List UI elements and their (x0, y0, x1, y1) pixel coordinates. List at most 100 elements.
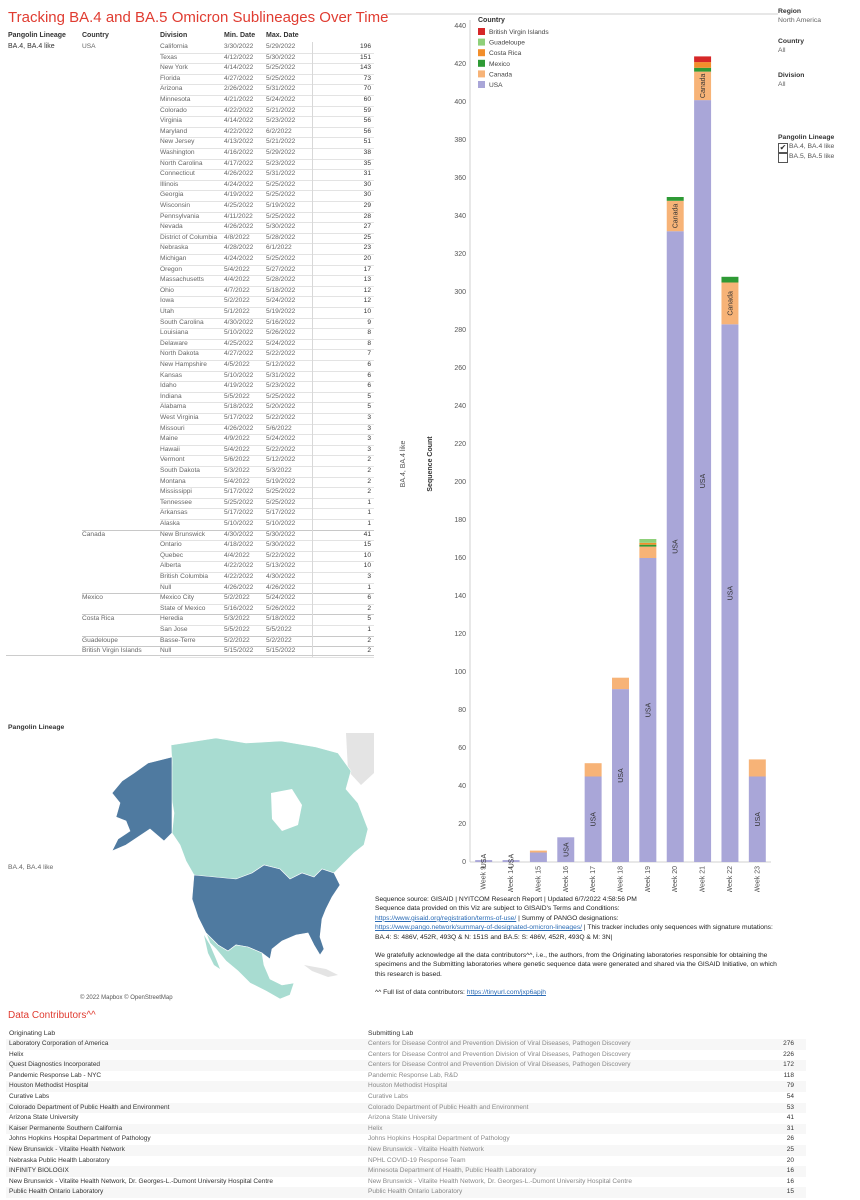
contributor-row[interactable]: Houston Methodist Hospital Houston Method… (6, 1081, 806, 1092)
country-filter-value[interactable]: All (778, 47, 786, 54)
table-bottom-divider (6, 655, 374, 656)
table-row[interactable]: Colorado 4/22/2022 5/21/2022 59 (6, 105, 374, 117)
contributor-row[interactable]: New Brunswick - Vitalite Health Network N… (6, 1145, 806, 1156)
table-row[interactable]: Kansas 5/10/2022 5/31/2022 6 (6, 370, 374, 382)
table-row[interactable]: West Virginia 5/17/2022 5/22/2022 3 (6, 413, 374, 424)
division-cell: Colorado (160, 106, 187, 114)
table-row[interactable]: Vermont 5/6/2022 5/12/2022 2 (6, 455, 374, 466)
table-row[interactable]: Virginia 4/14/2022 5/23/2022 56 (6, 116, 374, 127)
table-row[interactable]: Delaware 4/25/2022 5/24/2022 8 (6, 338, 374, 350)
checkbox-checked-icon[interactable]: ✔ (778, 143, 788, 153)
count-cell-border (312, 275, 375, 286)
contributor-row[interactable]: Nebraska Public Health Laboratory NPHL CO… (6, 1156, 806, 1167)
originating-lab-cell: New Brunswick - Vitalite Health Network,… (9, 1177, 273, 1185)
x-tick-label: Week 18 (618, 866, 625, 892)
contributor-row[interactable]: Helix Centers for Disease Control and Pre… (6, 1050, 806, 1061)
contributor-row[interactable]: New Brunswick - Vitalite Health Network,… (6, 1177, 806, 1188)
division-filter-value[interactable]: All (778, 81, 786, 88)
table-row[interactable]: Nebraska 4/28/2022 6/1/2022 23 (6, 243, 374, 254)
contributor-row[interactable]: INFINITY BIOLOGIX Minnesota Department of… (6, 1166, 806, 1177)
table-row[interactable]: Utah 5/1/2022 5/19/2022 10 (6, 307, 374, 318)
table-row[interactable]: South Carolina 4/30/2022 5/16/2022 9 (6, 317, 374, 329)
table-row[interactable]: Louisiana 5/10/2022 5/26/2022 8 (6, 328, 374, 339)
table-row[interactable]: Alaska 5/10/2022 5/10/2022 1 (6, 519, 374, 530)
table-row[interactable]: Missouri 4/26/2022 5/6/2022 3 (6, 423, 374, 435)
table-row[interactable]: British Columbia 4/22/2022 4/30/2022 3 (6, 572, 374, 583)
count-cell-border (312, 529, 375, 541)
table-row[interactable]: New Hampshire 4/5/2022 5/12/2022 6 (6, 360, 374, 371)
contributor-row[interactable]: Arizona State University Arizona State Un… (6, 1113, 806, 1124)
min-date-cell: 4/30/2022 (224, 318, 254, 326)
table-row[interactable]: Iowa 5/2/2022 5/24/2022 12 (6, 296, 374, 307)
y-tick-label: 0 (462, 859, 466, 866)
table-row[interactable]: Maryland 4/22/2022 6/2/2022 56 (6, 126, 374, 138)
table-row[interactable]: Idaho 4/19/2022 5/23/2022 6 (6, 381, 374, 392)
table-row[interactable]: Arkansas 5/17/2022 5/17/2022 1 (6, 508, 374, 519)
table-row[interactable]: Tennessee 5/25/2022 5/25/2022 1 (6, 497, 374, 509)
lineage-option-ba4[interactable]: ✔ BA.4, BA.4 like (778, 143, 858, 155)
count-cell: 2 (367, 488, 371, 496)
table-row[interactable]: Michigan 4/24/2022 5/25/2022 20 (6, 254, 374, 265)
table-row[interactable]: Alabama 5/18/2022 5/20/2022 5 (6, 402, 374, 413)
table-row[interactable]: Wisconsin 4/25/2022 5/19/2022 29 (6, 201, 374, 212)
pango-link[interactable]: https://www.pango.network/summary-of-des… (375, 924, 583, 932)
table-row[interactable]: Indiana 5/5/2022 5/25/2022 5 (6, 391, 374, 403)
table-row[interactable]: District of Columbia 4/8/2022 5/28/2022 25 (6, 232, 374, 244)
contributor-row[interactable]: Curative Labs Curative Labs 54 (6, 1092, 806, 1103)
table-row[interactable]: North Dakota 4/27/2022 5/22/2022 7 (6, 349, 374, 360)
table-row[interactable]: Alberta 4/22/2022 5/13/2022 10 (6, 561, 374, 572)
min-date-cell: 5/4/2022 (224, 265, 250, 273)
north-america-map[interactable]: © 2022 Mapbox © OpenStreetMap (76, 733, 374, 1003)
contributor-row[interactable]: Public Health Ontario Laboratory Public H… (6, 1187, 806, 1198)
bar-label: Canada (700, 73, 707, 98)
table-row[interactable]: Texas 4/12/2022 5/30/2022 151 (6, 52, 374, 64)
table-row[interactable]: San Jose 5/5/2022 5/5/2022 1 (6, 625, 374, 636)
table-row[interactable]: Massachusetts 4/4/2022 5/28/2022 13 (6, 275, 374, 286)
table-row[interactable]: Mississippi 5/17/2022 5/25/2022 2 (6, 487, 374, 498)
min-date-cell: 5/1/2022 (224, 308, 250, 315)
y-tick-label: 120 (454, 631, 466, 638)
count-cell: 10 (363, 308, 371, 315)
pango-intro: | Summy of PANGO designations: (516, 914, 619, 922)
table-row[interactable]: Arizona 2/26/2022 5/31/2022 70 (6, 84, 374, 95)
table-row[interactable]: South Dakota 5/3/2022 5/3/2022 2 (6, 466, 374, 477)
table-row[interactable]: New York 4/14/2022 5/25/2022 143 (6, 63, 374, 74)
checkbox-unchecked-icon[interactable] (778, 153, 788, 163)
table-row[interactable]: Connecticut 4/26/2022 5/31/2022 31 (6, 169, 374, 180)
table-row[interactable]: State of Mexico 5/16/2022 5/26/2022 2 (6, 603, 374, 615)
table-row[interactable]: Florida 4/27/2022 5/25/2022 73 (6, 73, 374, 85)
contributor-row[interactable]: Johns Hopkins Hospital Department of Pat… (6, 1134, 806, 1145)
table-row[interactable]: Nevada 4/26/2022 5/30/2022 27 (6, 222, 374, 233)
contributor-row[interactable]: Quest Diagnostics Incorporated Centers fo… (6, 1060, 806, 1071)
contributor-row[interactable]: Colorado Department of Public Health and… (6, 1102, 806, 1114)
table-row[interactable]: Montana 5/4/2022 5/19/2022 2 (6, 476, 374, 488)
table-row[interactable]: Null 4/26/2022 4/26/2022 1 (6, 582, 374, 594)
contributor-row[interactable]: Pandemic Response Lab - NYC Pandemic Resp… (6, 1071, 806, 1082)
table-row[interactable]: Illinois 4/24/2022 5/25/2022 30 (6, 179, 374, 191)
contributor-row[interactable]: Kaiser Permanente Southern California Hel… (6, 1123, 806, 1135)
table-row[interactable]: Georgia 4/19/2022 5/25/2022 30 (6, 190, 374, 201)
table-row[interactable]: Mexico Mexico City 5/2/2022 5/24/2022 6 (6, 593, 374, 604)
table-row[interactable]: Oregon 5/4/2022 5/27/2022 17 (6, 264, 374, 276)
table-row[interactable]: Guadeloupe Basse-Terre 5/2/2022 5/2/2022 2 (6, 635, 374, 647)
table-row[interactable]: Canada New Brunswick 4/30/2022 5/30/2022 41 (6, 529, 375, 541)
table-row[interactable]: Pennsylvania 4/11/2022 5/25/2022 28 (6, 211, 374, 223)
table-row[interactable]: Ohio 4/7/2022 5/18/2022 12 (6, 285, 374, 297)
table-row[interactable]: Minnesota 4/21/2022 5/24/2022 60 (6, 95, 374, 106)
contributor-count-cell: 79 (786, 1082, 794, 1090)
table-row[interactable]: British Virgin Islands Null 5/15/2022 5/15/… (6, 646, 374, 657)
lineage-option-ba5[interactable]: BA.5, BA.5 like (778, 153, 858, 165)
contributors-link[interactable]: https://tinyurl.com/jxp6apjh (466, 989, 546, 997)
table-row[interactable]: Maine 4/9/2022 5/24/2022 3 (6, 434, 374, 445)
table-row[interactable]: USA California 3/30/2022 5/29/2022 196 (6, 42, 374, 53)
table-row[interactable]: Quebec 4/4/2022 5/22/2022 10 (6, 550, 374, 562)
table-row[interactable]: New Jersey 4/13/2022 5/21/2022 51 (6, 137, 374, 148)
table-row[interactable]: Hawaii 5/4/2022 5/22/2022 3 (6, 444, 374, 456)
gisaid-terms-link[interactable]: https://www.gisaid.org/registration/term… (375, 914, 517, 922)
table-row[interactable]: Ontario 4/18/2022 5/30/2022 15 (6, 540, 374, 551)
table-row[interactable]: Washington 4/16/2022 5/29/2022 38 (6, 148, 374, 159)
table-row[interactable]: North Carolina 4/17/2022 5/23/2022 35 (6, 158, 374, 170)
table-row[interactable]: Costa Rica Heredia 5/3/2022 5/18/2022 5 (6, 614, 374, 625)
contributor-row[interactable]: Laboratory Corporation of America Centers… (6, 1039, 806, 1050)
region-filter-value[interactable]: North America (778, 17, 822, 24)
